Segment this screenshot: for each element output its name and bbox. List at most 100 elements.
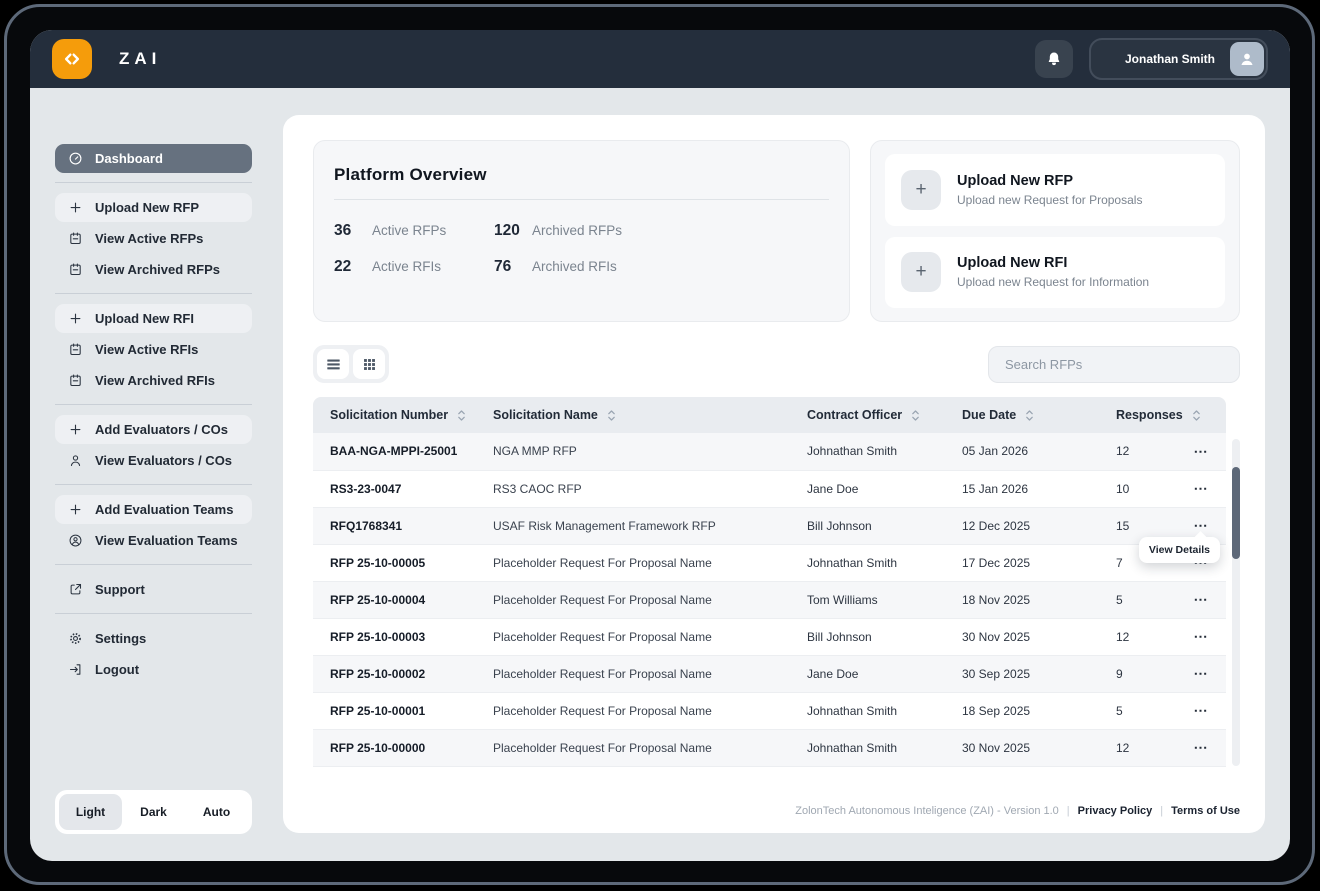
sidebar-item-view-evaluators[interactable]: View Evaluators / COs — [55, 446, 252, 475]
sidebar-item-label: View Evaluators / COs — [95, 453, 233, 468]
sidebar-item-view-evaluation-teams[interactable]: View Evaluation Teams — [55, 526, 252, 555]
row-actions-button[interactable]: ⋯ — [1193, 591, 1209, 607]
table-row[interactable]: RFP 25-10-00003 Placeholder Request For … — [313, 618, 1226, 656]
stat-archived-rfis: 76 Archived RFIs — [494, 258, 829, 276]
notifications-button[interactable] — [1034, 40, 1073, 78]
cell-solicitation-number: RFP 25-10-00000 — [313, 729, 477, 767]
sidebar-divider — [55, 404, 252, 405]
sidebar-item-logout[interactable]: Logout — [55, 655, 252, 684]
sidebar-divider — [55, 564, 252, 565]
list-icon — [325, 356, 342, 373]
sidebar-divider — [55, 484, 252, 485]
cell-solicitation-name: Placeholder Request For Proposal Name — [477, 692, 791, 730]
sort-icon — [1192, 409, 1201, 422]
table-row[interactable]: RFP 25-10-00000 Placeholder Request For … — [313, 729, 1226, 767]
sidebar-item-view-active-rfps[interactable]: View Active RFPs — [55, 224, 252, 253]
column-header-due-date[interactable]: Due Date — [946, 397, 1100, 433]
table-scrollbar[interactable] — [1232, 439, 1240, 766]
cell-due-date: 05 Jan 2026 — [946, 433, 1100, 471]
row-actions-button[interactable]: ⋯ — [1193, 739, 1209, 755]
row-actions-button[interactable]: ⋯ — [1193, 517, 1209, 533]
upload-new-rfp-button[interactable]: + Upload New RFP Upload new Request for … — [885, 154, 1225, 226]
sidebar-item-label: Upload New RFI — [95, 311, 194, 326]
search-input[interactable] — [988, 345, 1240, 383]
sidebar-divider — [55, 182, 252, 183]
sidebar-item-dashboard[interactable]: Dashboard — [55, 144, 252, 173]
stat-label: Archived RFPs — [532, 223, 623, 238]
row-actions-button[interactable]: ⋯ — [1193, 442, 1209, 459]
theme-option-light[interactable]: Light — [59, 794, 122, 830]
calendar-icon — [68, 342, 83, 357]
table-row[interactable]: RS3-23-0047 RS3 CAOC RFP Jane Doe 15 Jan… — [313, 470, 1226, 508]
cell-solicitation-name: Placeholder Request For Proposal Name — [477, 581, 791, 619]
footer: ZolonTech Autonomous Inteligence (ZAI) -… — [313, 793, 1240, 817]
column-header-responses[interactable]: Responses — [1100, 397, 1200, 433]
column-header-contract-officer[interactable]: Contract Officer — [791, 397, 946, 433]
table-row[interactable]: RFP 25-10-00001 Placeholder Request For … — [313, 692, 1226, 730]
divider — [334, 199, 829, 200]
cell-due-date: 30 Nov 2025 — [946, 618, 1100, 656]
cell-contract-officer: Johnathan Smith — [791, 544, 946, 582]
sidebar-item-label: Upload New RFP — [95, 200, 200, 215]
terms-of-use-link[interactable]: Terms of Use — [1171, 805, 1240, 817]
cell-contract-officer: Johnathan Smith — [791, 433, 946, 471]
sidebar-item-view-active-rfis[interactable]: View Active RFIs — [55, 335, 252, 364]
grid-view-button[interactable] — [353, 349, 385, 379]
column-header-solicitation-name[interactable]: Solicitation Name — [477, 397, 791, 433]
sidebar-item-label: View Active RFIs — [95, 342, 199, 357]
row-actions-button[interactable]: ⋯ — [1193, 702, 1209, 718]
cell-responses: 12 — [1100, 618, 1176, 656]
sidebar-item-upload-new-rfi[interactable]: Upload New RFI — [55, 304, 252, 333]
scrollbar-thumb[interactable] — [1232, 467, 1240, 559]
sidebar-item-support[interactable]: Support — [55, 575, 252, 604]
sidebar-item-view-archived-rfps[interactable]: View Archived RFPs — [55, 255, 252, 284]
cell-solicitation-name: Placeholder Request For Proposal Name — [477, 544, 791, 582]
stat-value: 120 — [494, 222, 520, 239]
theme-option-auto[interactable]: Auto — [185, 794, 248, 830]
table-row[interactable]: RFP 25-10-00005 Placeholder Request For … — [313, 544, 1226, 582]
rfp-table: Solicitation Number Solicitation Name Co… — [313, 397, 1226, 767]
upload-rfp-subtitle: Upload new Request for Proposals — [957, 192, 1143, 207]
theme-toggle: Light Dark Auto — [55, 790, 252, 834]
external-link-icon — [68, 582, 83, 597]
user-menu[interactable]: Jonathan Smith — [1088, 38, 1268, 80]
cell-responses: 12 — [1100, 729, 1176, 767]
stat-active-rfis: 22 Active RFIs — [334, 258, 494, 276]
calendar-icon — [68, 373, 83, 388]
sidebar-item-view-archived-rfis[interactable]: View Archived RFIs — [55, 366, 252, 395]
cell-solicitation-number: RFP 25-10-00001 — [313, 692, 477, 730]
privacy-policy-link[interactable]: Privacy Policy — [1077, 805, 1153, 817]
sidebar-item-upload-new-rfp[interactable]: Upload New RFP — [55, 193, 252, 222]
person-circle-icon — [68, 533, 83, 548]
sidebar-item-label: Add Evaluation Teams — [95, 502, 234, 517]
cell-due-date: 17 Dec 2025 — [946, 544, 1100, 582]
sidebar-item-label: Logout — [95, 662, 140, 677]
sidebar-item-add-evaluators[interactable]: Add Evaluators / COs — [55, 415, 252, 444]
cell-contract-officer: Bill Johnson — [791, 507, 946, 545]
cell-responses: 12 — [1100, 433, 1176, 471]
cell-contract-officer: Johnathan Smith — [791, 729, 946, 767]
table-row[interactable]: RFP 25-10-00004 Placeholder Request For … — [313, 581, 1226, 619]
cell-responses: 9 — [1100, 655, 1176, 693]
row-actions-button[interactable]: ⋯ — [1193, 628, 1209, 644]
row-actions-button[interactable]: ⋯ — [1193, 480, 1209, 496]
brand-logo — [52, 39, 92, 79]
view-details-tooltip[interactable]: View Details — [1138, 537, 1220, 563]
grid-icon — [362, 357, 377, 372]
theme-option-dark[interactable]: Dark — [122, 794, 185, 830]
code-brackets-icon — [61, 48, 83, 70]
sidebar-item-add-evaluation-teams[interactable]: Add Evaluation Teams — [55, 495, 252, 524]
cell-contract-officer: Jane Doe — [791, 655, 946, 693]
cell-solicitation-name: RS3 CAOC RFP — [477, 470, 791, 508]
list-view-button[interactable] — [317, 349, 349, 379]
row-actions-button[interactable]: ⋯ — [1193, 665, 1209, 681]
stat-value: 76 — [494, 258, 512, 275]
sort-icon — [911, 409, 920, 422]
sidebar-item-settings[interactable]: Settings — [55, 624, 252, 653]
upload-new-rfi-button[interactable]: + Upload New RFI Upload new Request for … — [885, 236, 1225, 308]
table-row[interactable]: RFP 25-10-00002 Placeholder Request For … — [313, 655, 1226, 693]
gear-icon — [68, 631, 83, 646]
table-row[interactable]: BAA-NGA-MPPI-25001 NGA MMP RFP Johnathan… — [313, 433, 1226, 471]
table-row[interactable]: RFQ1768341 USAF Risk Management Framewor… — [313, 507, 1226, 545]
column-header-solicitation-number[interactable]: Solicitation Number — [313, 397, 477, 433]
